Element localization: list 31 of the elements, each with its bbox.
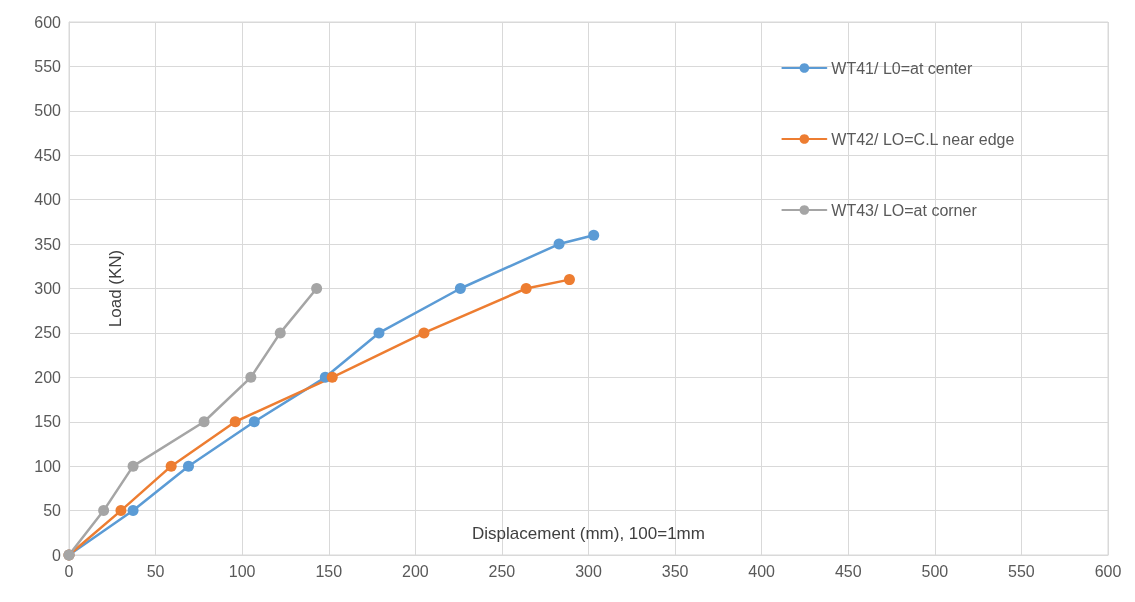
x-tick-label: 50	[146, 562, 165, 580]
x-tick-label: 250	[488, 562, 516, 580]
y-tick-label: 600	[34, 13, 62, 31]
x-tick-label: 350	[661, 562, 689, 580]
y-tick-label: 550	[34, 57, 62, 75]
x-axis-title: Displacement (mm), 100=1mm	[472, 524, 705, 543]
x-tick-label: 400	[748, 562, 776, 580]
y-tick-label: 400	[34, 191, 62, 209]
x-tick-label: 100	[228, 562, 256, 580]
x-tick-label: 450	[834, 562, 862, 580]
legend-label: WT43/ LO=at corner	[831, 201, 978, 219]
y-tick-label: 300	[34, 280, 62, 297]
y-tick-label: 350	[34, 235, 62, 253]
y-tick-label: 500	[34, 102, 62, 120]
y-tick-label: 150	[34, 413, 62, 431]
x-tick-label: 600	[1094, 562, 1122, 580]
legend-label: WT42/ LO=C.L near edge	[831, 130, 1015, 148]
y-tick-label: 0	[52, 546, 62, 564]
x-tick-label: 500	[921, 562, 949, 580]
y-tick-label: 200	[34, 368, 62, 386]
x-tick-label: 200	[401, 562, 429, 580]
y-tick-label: 50	[43, 502, 62, 520]
x-tick-label: 300	[575, 562, 602, 580]
y-axis-title: Load (KN)	[106, 249, 125, 328]
y-tick-label: 100	[34, 457, 62, 475]
legend-label: WT41/ L0=at center	[831, 59, 973, 77]
y-tick-label: 450	[34, 146, 62, 164]
x-tick-label: 550	[1008, 562, 1035, 580]
x-tick-label: 0	[64, 562, 74, 580]
x-tick-label: 150	[315, 562, 343, 580]
y-tick-label: 250	[34, 324, 62, 342]
